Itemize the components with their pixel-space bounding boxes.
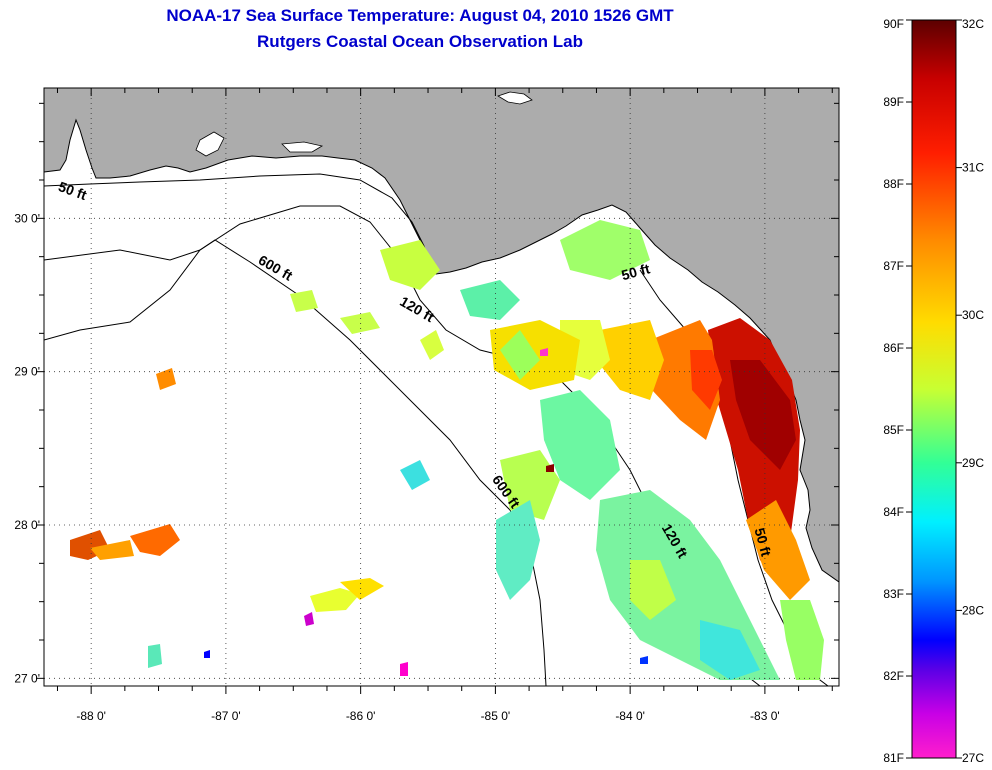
colorbar (911, 19, 957, 759)
sst-data-layer (70, 220, 824, 680)
colorbar-fahrenheit-labels: 90F 89F 88F 87F 86F 85F 84F 83F 82F 81F (883, 17, 912, 765)
colorbar-label-f: 88F (883, 177, 904, 191)
x-axis: -88 0' -87 0' -86 0' -85 0' -84 0' -83 0' (56, 88, 833, 723)
colorbar-label-c: 30C (962, 308, 984, 322)
colorbar-label-f: 84F (883, 505, 904, 519)
land-mass (44, 88, 839, 583)
x-tick-label: -86 0' (346, 709, 376, 723)
contour-label: 50 ft (752, 526, 775, 558)
colorbar-label-f: 81F (883, 751, 904, 765)
x-tick-label: -84 0' (615, 709, 645, 723)
y-tick-label: 28 0' (14, 518, 40, 532)
colorbar-label-f: 85F (883, 423, 904, 437)
x-tick-label: -85 0' (481, 709, 511, 723)
colorbar-label-f: 89F (883, 95, 904, 109)
y-tick-label: 27 0' (14, 671, 40, 685)
map-title: NOAA-17 Sea Surface Temperature: August … (166, 6, 674, 25)
colorbar-label-c: 27C (962, 751, 984, 765)
x-tick-label: -83 0' (750, 709, 780, 723)
bay-outline (195, 131, 225, 157)
colorbar-label-c: 28C (962, 603, 984, 617)
colorbar-label-f: 86F (883, 341, 904, 355)
bay-outline (497, 91, 533, 105)
colorbar-label-c: 32C (962, 17, 984, 31)
bay-outline (281, 141, 324, 153)
y-tick-label: 30 0' (14, 211, 40, 225)
contour-50ft-north (44, 173, 433, 271)
colorbar-celsius-labels: 32C 31C 30C 29C 28C 27C (956, 17, 984, 765)
colorbar-label-c: 31C (962, 161, 984, 175)
x-tick-label: -88 0' (76, 709, 106, 723)
map-frame (43, 87, 840, 687)
colorbar-label-f: 87F (883, 259, 904, 273)
contour-label: 50 ft (620, 260, 652, 283)
colorbar-label-f: 82F (883, 669, 904, 683)
y-tick-label: 29 0' (14, 365, 40, 379)
map-subtitle: Rutgers Coastal Ocean Observation Lab (257, 32, 583, 51)
colorbar-label-f: 90F (883, 17, 904, 31)
colorbar-label-c: 29C (962, 456, 984, 470)
colorbar-label-f: 83F (883, 587, 904, 601)
y-axis: 30 0' 29 0' 28 0' 27 0' (14, 102, 839, 685)
x-tick-label: -87 0' (211, 709, 241, 723)
